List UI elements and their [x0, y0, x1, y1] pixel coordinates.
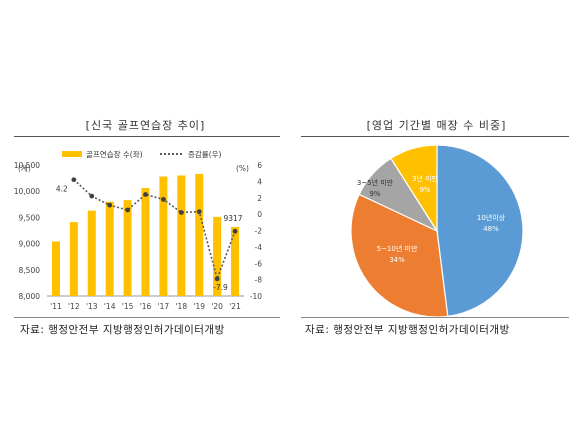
pie-slice-label: 3년 미만: [412, 174, 439, 183]
x-tick-label: '11: [50, 302, 62, 311]
y-left-tick-label: 8,000: [19, 292, 41, 301]
pie-slice-value: 9%: [369, 190, 380, 198]
x-tick-label: '15: [122, 302, 134, 311]
x-tick-label: '19: [193, 302, 205, 311]
x-tick-label: '18: [176, 302, 188, 311]
pie-slice-label: 5~10년 미만: [377, 244, 418, 253]
legend-bar-label: 골프연습장 수(좌): [86, 149, 143, 159]
x-tick-label: '14: [104, 302, 116, 311]
growth-data-label: 4.2: [56, 185, 68, 194]
y-left-tick-label: 10,000: [14, 187, 40, 196]
growth-rate-line: [73, 179, 236, 282]
bar-y18: [177, 175, 186, 296]
legend-line-label: 증감률(우): [188, 149, 222, 159]
bar-data-label: 9317: [223, 214, 242, 223]
growth-rate-point: [161, 196, 166, 202]
bar-y14: [105, 201, 114, 296]
x-tick-label: '17: [158, 302, 170, 311]
y-left-tick-label: 9,500: [19, 213, 41, 222]
y-right-tick-label: -8: [255, 276, 263, 285]
x-tick-label: '12: [68, 302, 80, 311]
x-tick-label: '21: [229, 302, 241, 311]
right-source-divider: [301, 317, 569, 318]
left-source-divider: [14, 317, 280, 318]
y-right-tick-label: 6: [257, 161, 262, 170]
x-tick-label: '20: [211, 302, 223, 311]
growth-rate-point: [71, 177, 77, 183]
bar-y15: [123, 200, 132, 296]
bar-y11: [51, 241, 60, 296]
right-title-divider: [301, 136, 569, 137]
golf-range-combo-chart: 골프연습장 수(좌) 증감률(우) (개) (%) 10,500 10,000 9,500 9…: [14, 149, 263, 311]
pie-slice-1: [436, 145, 524, 317]
bar-y21: [231, 226, 240, 296]
left-chart-title: [신국 골프연습장 추이]: [85, 119, 206, 132]
y-right-tick-label: 0: [257, 210, 262, 219]
growth-rate-point: [125, 207, 130, 213]
x-tick-label: '16: [140, 302, 152, 311]
y-right-tick-label: 4: [257, 177, 262, 186]
growth-rate-point: [107, 202, 113, 208]
growth-rate-point: [143, 192, 148, 197]
growth-rate-point: [232, 228, 238, 234]
y-left-tick-label: 8,500: [19, 266, 41, 275]
growth-rate-point: [196, 209, 202, 215]
growth-rate-point: [214, 276, 220, 282]
right-chart-title: [영업 기간별 매장 수 비중]: [366, 119, 507, 132]
bar-y19: [195, 173, 204, 296]
y-right-tick-label: -10: [250, 292, 262, 301]
bar-y16: [141, 188, 150, 296]
growth-rate-point: [89, 193, 95, 199]
bar-y20: [213, 216, 222, 296]
bar-y12: [69, 222, 78, 296]
pie-slice-label: 3~5년 미만: [357, 178, 394, 187]
pie-slice-value: 48%: [483, 225, 499, 233]
pie-slice-value: 34%: [389, 256, 405, 264]
legend-bar-swatch: [62, 151, 82, 157]
y-right-tick-label: -2: [255, 227, 263, 236]
left-source-note: 자료: 행정안전부 지방행정인허가데이터개방: [20, 324, 225, 336]
golf-range-trend-panel: [신국 골프연습장 추이] 골프연습장 수(좌) 증감률(우) (개) (%) 10,5…: [14, 119, 280, 336]
right-source-note: 자료: 행정안전부 지방행정인허가데이터개방: [305, 324, 510, 336]
left-title-divider: [14, 136, 280, 137]
bar-y13: [87, 210, 96, 296]
bar-y17: [159, 176, 168, 296]
y-right-tick-label: -6: [255, 259, 263, 268]
y-left-tick-label: 10,500: [14, 161, 40, 170]
growth-rate-point: [178, 210, 184, 215]
y-right-tick-label: -4: [255, 243, 263, 252]
x-tick-label: '13: [86, 302, 98, 311]
pie-slice-label: 10년이상: [477, 213, 506, 222]
y-left-tick-label: 9,000: [19, 240, 41, 249]
y-right-tick-label: 2: [257, 194, 262, 203]
pie-slice-4: [390, 145, 438, 234]
pie-slice-value: 9%: [419, 186, 430, 194]
y-right-unit: (%): [236, 164, 249, 173]
store-duration-share-panel: [영업 기간별 매장 수 비중] 10년이상 48% 5~10년 미만 34% 3~5년…: [291, 0, 582, 436]
growth-data-label: -7.9: [213, 283, 228, 292]
y-left-unit: (개): [18, 163, 31, 173]
store-duration-pie-chart: 10년이상 48% 5~10년 미만 34% 3~5년 미만 9% 3년 미만 9%: [350, 145, 524, 318]
